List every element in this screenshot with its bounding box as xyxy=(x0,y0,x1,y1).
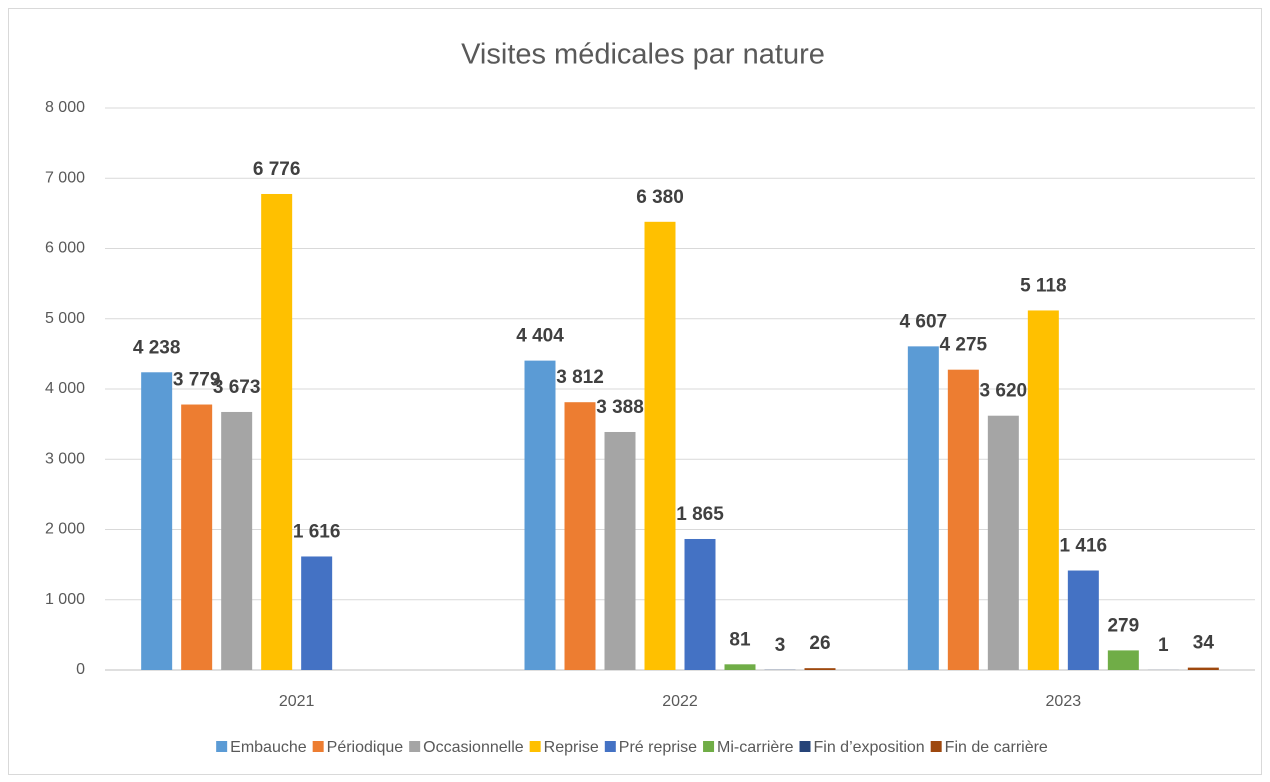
value-label: 5 118 xyxy=(1020,275,1067,296)
y-tick-label: 7 000 xyxy=(45,169,85,186)
value-label: 279 xyxy=(1107,615,1139,636)
bar xyxy=(804,668,836,670)
legend-swatch xyxy=(930,741,942,752)
y-tick-label: 6 000 xyxy=(45,240,85,257)
bar xyxy=(141,372,173,670)
value-label: 34 xyxy=(1193,633,1215,654)
bar xyxy=(724,664,756,670)
legend-label: Fin de carrière xyxy=(945,739,1048,756)
value-label: 6 776 xyxy=(253,159,301,180)
legend-label: Embauche xyxy=(230,739,307,756)
bar xyxy=(261,193,293,670)
value-label: 4 238 xyxy=(133,337,181,358)
legend-label: Occasionnelle xyxy=(423,739,524,756)
value-label: 3 620 xyxy=(980,381,1028,402)
legend-label: Fin d’exposition xyxy=(814,739,925,756)
bar xyxy=(1067,570,1099,670)
legend-label: Reprise xyxy=(544,739,599,756)
value-label: 1 xyxy=(1158,635,1169,656)
value-label: 1 416 xyxy=(1060,536,1108,557)
legend-swatch xyxy=(703,741,715,752)
bar xyxy=(644,221,676,670)
value-label: 6 380 xyxy=(636,187,684,208)
legend-swatch xyxy=(604,741,616,752)
x-tick-label: 2022 xyxy=(662,693,698,710)
bar xyxy=(987,415,1019,670)
y-tick-label: 1 000 xyxy=(45,591,85,608)
bar xyxy=(604,431,636,670)
value-label: 1 865 xyxy=(676,504,724,525)
value-label: 3 779 xyxy=(173,370,221,391)
bar xyxy=(564,402,596,670)
bar xyxy=(524,360,556,670)
value-label: 4 607 xyxy=(900,311,948,332)
value-label: 4 275 xyxy=(940,335,988,356)
bar xyxy=(907,346,939,670)
value-label: 1 616 xyxy=(293,521,341,542)
bar xyxy=(221,411,253,670)
bar xyxy=(181,404,213,670)
value-label: 3 388 xyxy=(596,397,644,418)
y-tick-label: 4 000 xyxy=(45,380,85,397)
value-label: 26 xyxy=(809,633,830,654)
legend-swatch xyxy=(312,741,324,752)
y-tick-label: 3 000 xyxy=(45,450,85,467)
value-label: 3 812 xyxy=(556,367,604,388)
y-tick-label: 2 000 xyxy=(45,521,85,538)
y-tick-label: 0 xyxy=(76,661,85,678)
y-tick-label: 5 000 xyxy=(45,310,85,327)
bar xyxy=(1107,650,1139,670)
value-label: 3 673 xyxy=(213,377,261,398)
legend-label: Pré reprise xyxy=(619,739,697,756)
x-tick-label: 2021 xyxy=(279,693,315,710)
legend-swatch xyxy=(799,741,811,752)
legend-swatch xyxy=(529,741,541,752)
value-label: 4 404 xyxy=(516,326,564,347)
chart-title: Visites médicales par nature xyxy=(461,39,825,71)
value-label: 81 xyxy=(729,629,751,650)
legend-label: Périodique xyxy=(327,739,404,756)
bar xyxy=(947,369,979,670)
legend-swatch xyxy=(409,741,421,752)
bar xyxy=(301,556,333,670)
x-tick-label: 2023 xyxy=(1046,693,1082,710)
legend-label: Mi-carrière xyxy=(717,739,794,756)
value-label: 3 xyxy=(775,635,786,656)
legend-swatch xyxy=(216,741,228,752)
y-tick-label: 8 000 xyxy=(45,99,85,116)
bar xyxy=(684,538,716,670)
bar xyxy=(1027,310,1059,670)
bar xyxy=(1187,667,1219,670)
